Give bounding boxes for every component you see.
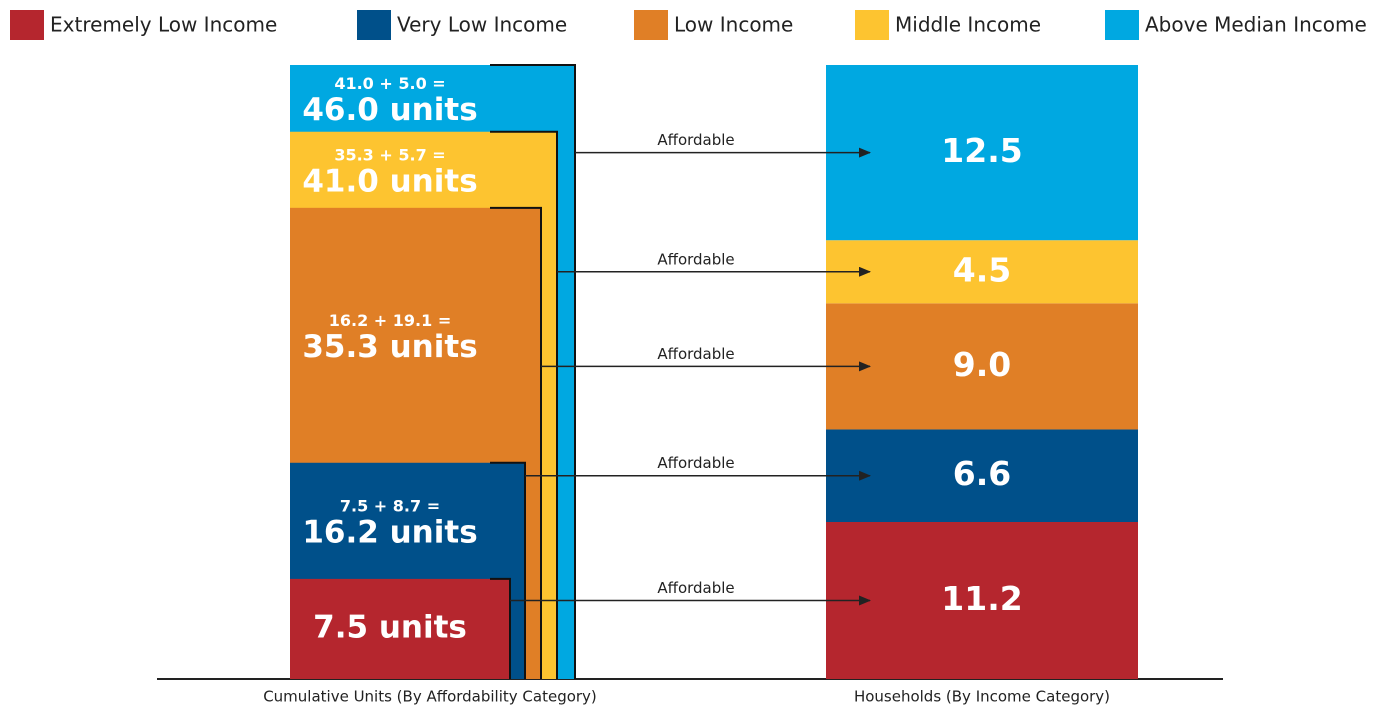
segment-equation: 7.5 + 8.7 = [340, 496, 440, 515]
household-segment [826, 429, 1138, 522]
legend-swatch [634, 10, 668, 40]
segment-equation: 41.0 + 5.0 = [334, 74, 445, 93]
cumulative-segment [290, 578, 510, 679]
legend-swatch [1105, 10, 1139, 40]
arrow-label: Affordable [657, 250, 734, 268]
legend-label: Middle Income [895, 13, 1041, 37]
segment-total: 46.0 units [302, 92, 477, 128]
household-label: 11.2 [941, 579, 1022, 618]
segment-total: 16.2 units [302, 514, 477, 550]
household-label: 9.0 [953, 345, 1011, 384]
segment-outline [490, 64, 576, 679]
household-segment [826, 521, 1138, 679]
legend-swatch [10, 10, 44, 40]
segment-total: 35.3 units [302, 329, 477, 365]
legend-swatch [357, 10, 391, 40]
household-label: 6.6 [953, 454, 1011, 493]
segment-equation: 16.2 + 19.1 = [329, 311, 451, 330]
arrow-label: Affordable [657, 579, 734, 597]
segment-outline [490, 461, 526, 679]
legend-label: Above Median Income [1145, 13, 1367, 37]
segment-total: 41.0 units [302, 163, 477, 199]
segment-total: 7.5 units [313, 609, 467, 645]
left-axis-label: Cumulative Units (By Affordability Categ… [263, 688, 597, 706]
household-segment [826, 240, 1138, 304]
household-label: 4.5 [953, 250, 1011, 289]
segment-outline [490, 130, 558, 679]
household-segment [826, 65, 1138, 241]
arrow-label: Affordable [657, 131, 734, 149]
arrow-label: Affordable [657, 454, 734, 472]
legend-swatch [855, 10, 889, 40]
legend-label: Extremely Low Income [50, 13, 277, 37]
household-label: 12.5 [941, 131, 1022, 170]
household-segment [826, 303, 1138, 430]
segment-equation: 35.3 + 5.7 = [334, 145, 445, 164]
segment-outline [490, 577, 511, 679]
segment-outline [490, 206, 542, 679]
right-axis-label: Households (By Income Category) [854, 688, 1110, 706]
legend-label: Low Income [674, 13, 793, 37]
legend-label: Very Low Income [397, 13, 567, 37]
arrow-label: Affordable [657, 345, 734, 363]
